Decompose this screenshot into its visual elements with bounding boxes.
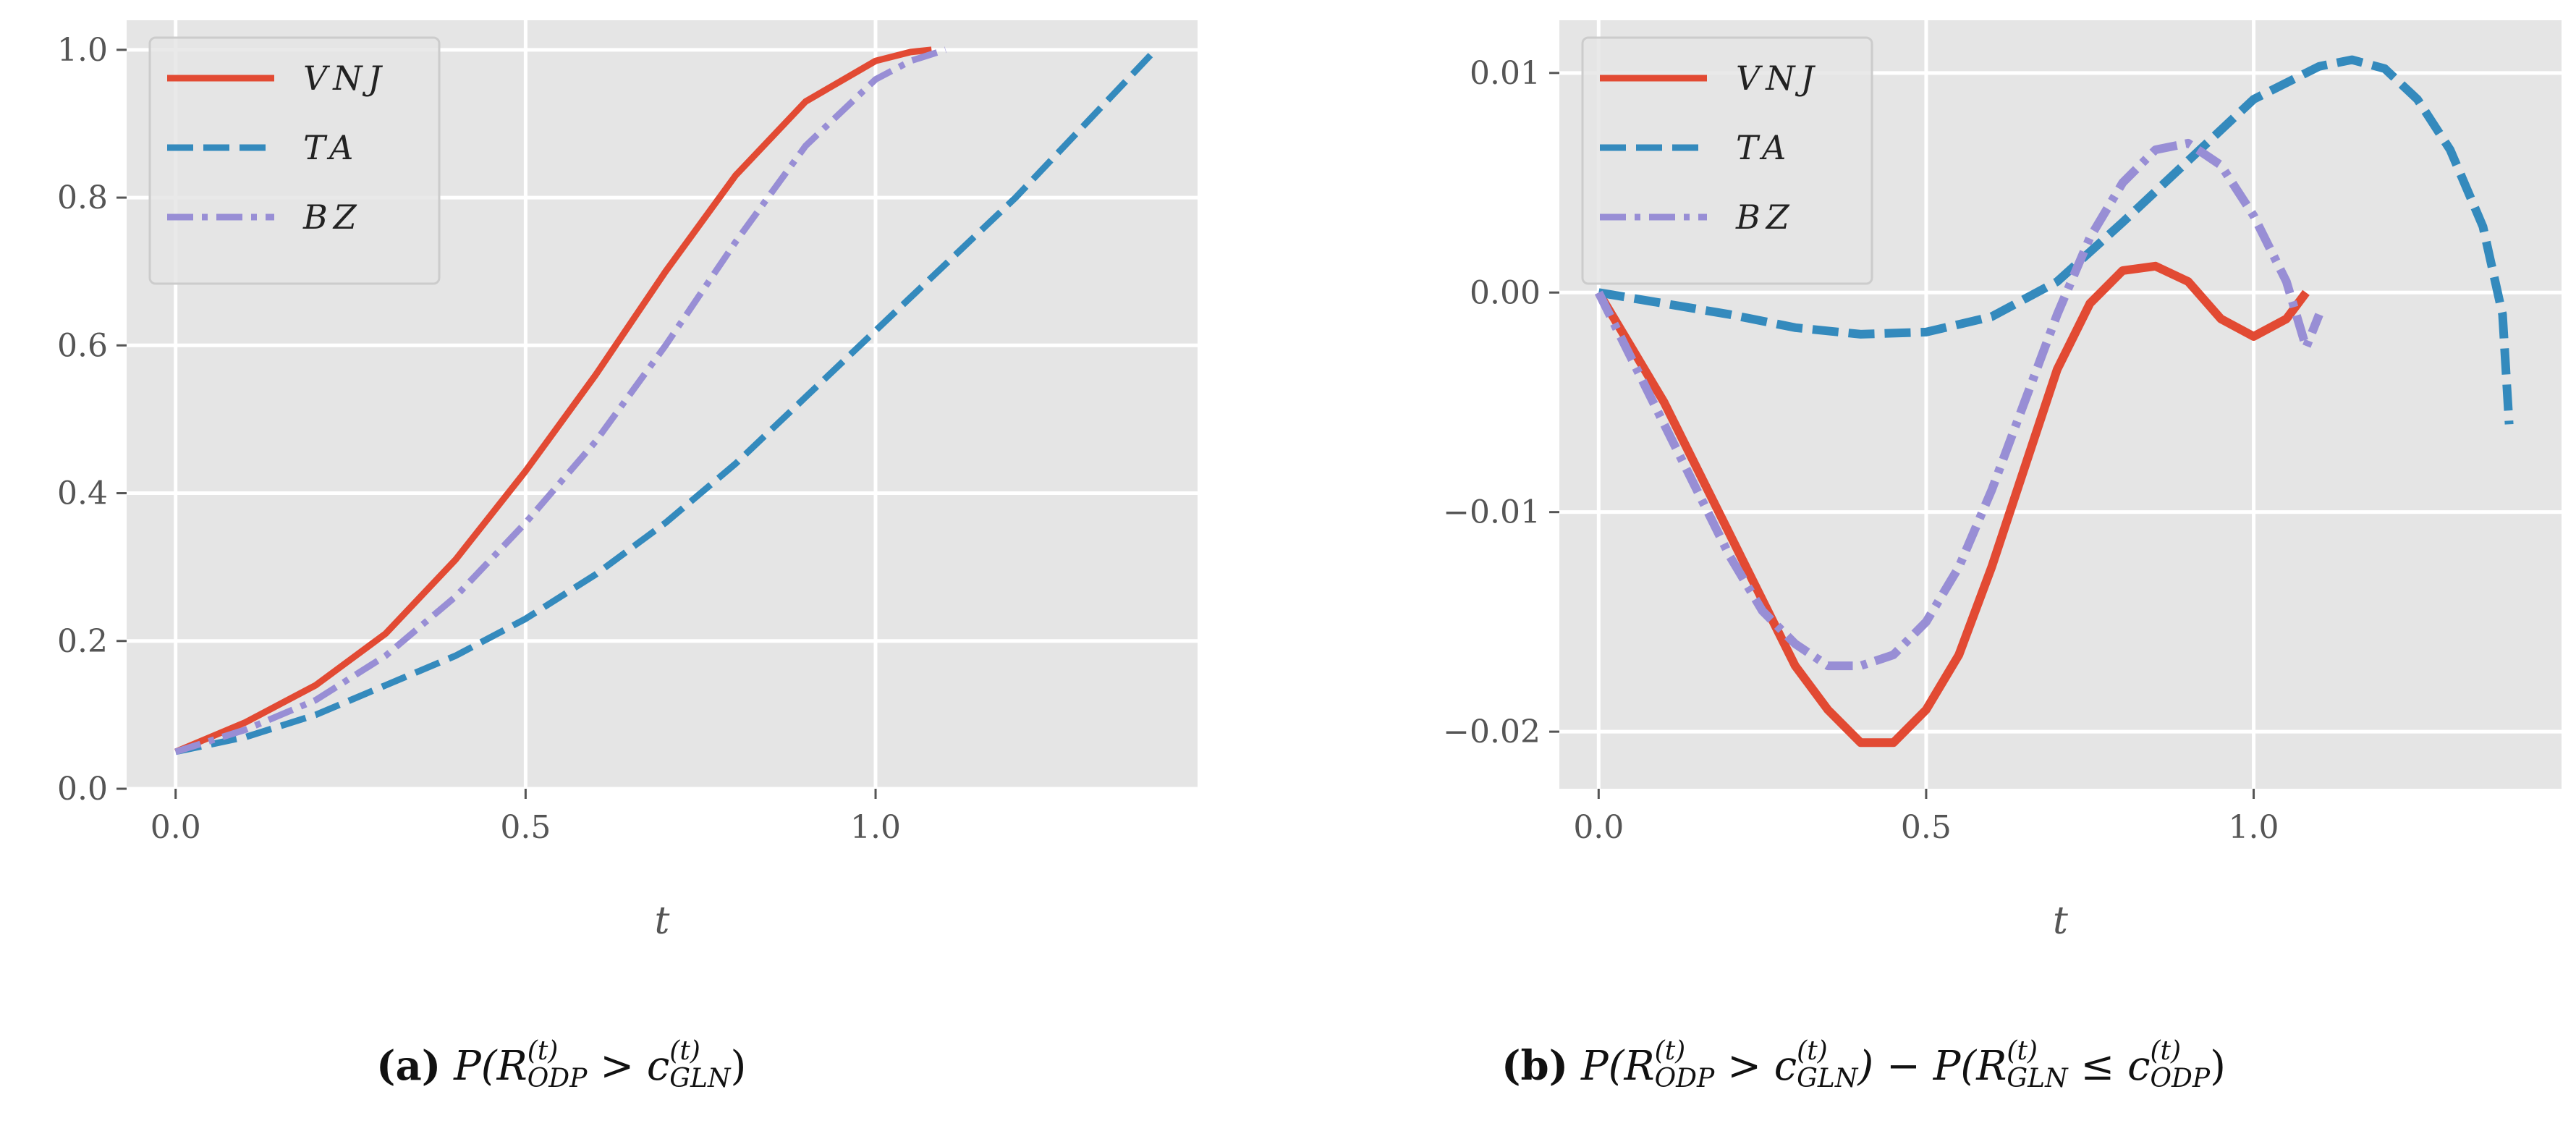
caption-a-p: P(R: [454, 1043, 528, 1090]
panel-b-ytick-label: −0.01: [1443, 494, 1541, 531]
caption-b-sup4: (t): [2150, 1036, 2182, 1066]
caption-a: (a) P(R (t) ODP > c (t) GLN): [376, 1038, 747, 1096]
panel-a: 0.0 0.2 0.4 0.6 0.8 1.0 0.0 0.5 1.0 t VNJ TA BZ: [57, 20, 1198, 943]
panel-a-legend-label-bz: BZ: [302, 198, 363, 237]
caption-a-label: (a): [376, 1042, 441, 1090]
caption-a-sub2: GLN: [669, 1063, 731, 1093]
panel-a-series-vnj: [174, 46, 932, 755]
panel-a-xlabel: t: [655, 899, 670, 943]
panel-b-ytick-label: −0.02: [1443, 714, 1541, 750]
panel-a-legend-box: [148, 36, 441, 285]
caption-b-sub3: GLN: [2007, 1063, 2068, 1093]
panel-b-series-ta: [1598, 55, 2514, 425]
panel-b-series-bz: [1594, 138, 2323, 671]
caption-b-sup1: (t): [1654, 1036, 1686, 1066]
panel-a-xtick-label: 0.5: [500, 809, 551, 846]
caption-b-mid: ) − P(R: [1857, 1043, 2007, 1090]
caption-b-op1: > c: [1714, 1043, 1797, 1090]
panel-a-ytick-label: 0.8: [57, 179, 108, 216]
panel-a-ytick-label: 0.6: [57, 327, 108, 364]
caption-b-sub1: ODP: [1654, 1063, 1715, 1093]
caption-b-sup3: (t): [2007, 1036, 2038, 1066]
panel-a-series-bz: [174, 46, 947, 755]
panel-a-xtick-label: 0.0: [151, 809, 201, 846]
panel-a-ytick-label: 0.4: [57, 475, 108, 512]
panel-b: −0.02 −0.01 0.00 0.01 0.0 0.5 1.0 t VNJ TA BZ: [1443, 20, 2562, 943]
panel-a-ytick-label: 0.2: [57, 623, 108, 660]
panel-b-xtick-label: 1.0: [2229, 809, 2279, 846]
caption-a-sup2: (t): [669, 1036, 700, 1066]
caption-b: (b) P(R (t) ODP > c (t) GLN) − P(R (t) GLN ≤ c…: [1501, 1038, 2226, 1096]
panel-b-xtick-label: 0.0: [1573, 809, 1624, 846]
panel-b-xlabel: t: [2053, 899, 2068, 943]
caption-b-p1: P(R: [1580, 1043, 1655, 1090]
caption-b-label: (b): [1501, 1042, 1569, 1090]
panel-b-ytick-label: 0.00: [1470, 274, 1541, 311]
panel-a-legend-label-ta: TA: [303, 128, 359, 167]
caption-a-sub1: ODP: [527, 1063, 588, 1093]
caption-a-op: > c: [587, 1043, 670, 1090]
caption-b-close: ): [2210, 1043, 2226, 1090]
panel-b-legend-label-ta: TA: [1736, 128, 1792, 167]
panel-a-xtick-label: 1.0: [850, 809, 901, 846]
caption-a-sup1: (t): [527, 1036, 559, 1066]
caption-b-sup2: (t): [1797, 1036, 1828, 1066]
panel-b-series-vnj: [1595, 261, 2310, 748]
caption-b-op2: ≤ c: [2067, 1043, 2151, 1090]
panel-b-legend: VNJ TA BZ: [1581, 36, 1873, 285]
panel-a-legend-label-vnj: VNJ: [303, 59, 387, 98]
panel-a-ytick-label: 1.0: [57, 32, 108, 69]
panel-b-legend-label-bz: BZ: [1735, 198, 1795, 237]
panel-b-ytick-label: 0.01: [1470, 55, 1541, 92]
caption-b-sub4: ODP: [2150, 1063, 2211, 1093]
panel-b-xtick-label: 0.5: [1901, 809, 1952, 846]
panel-b-legend-label-vnj: VNJ: [1736, 59, 1820, 98]
panel-a-legend: VNJ TA BZ: [148, 36, 441, 285]
panel-b-legend-box: [1581, 36, 1873, 285]
caption-a-close: ): [730, 1043, 747, 1090]
caption-b-sub2: GLN: [1797, 1063, 1858, 1093]
panel-a-ytick-label: 0.0: [57, 771, 108, 808]
panel-a-series-ta: [174, 47, 1158, 755]
